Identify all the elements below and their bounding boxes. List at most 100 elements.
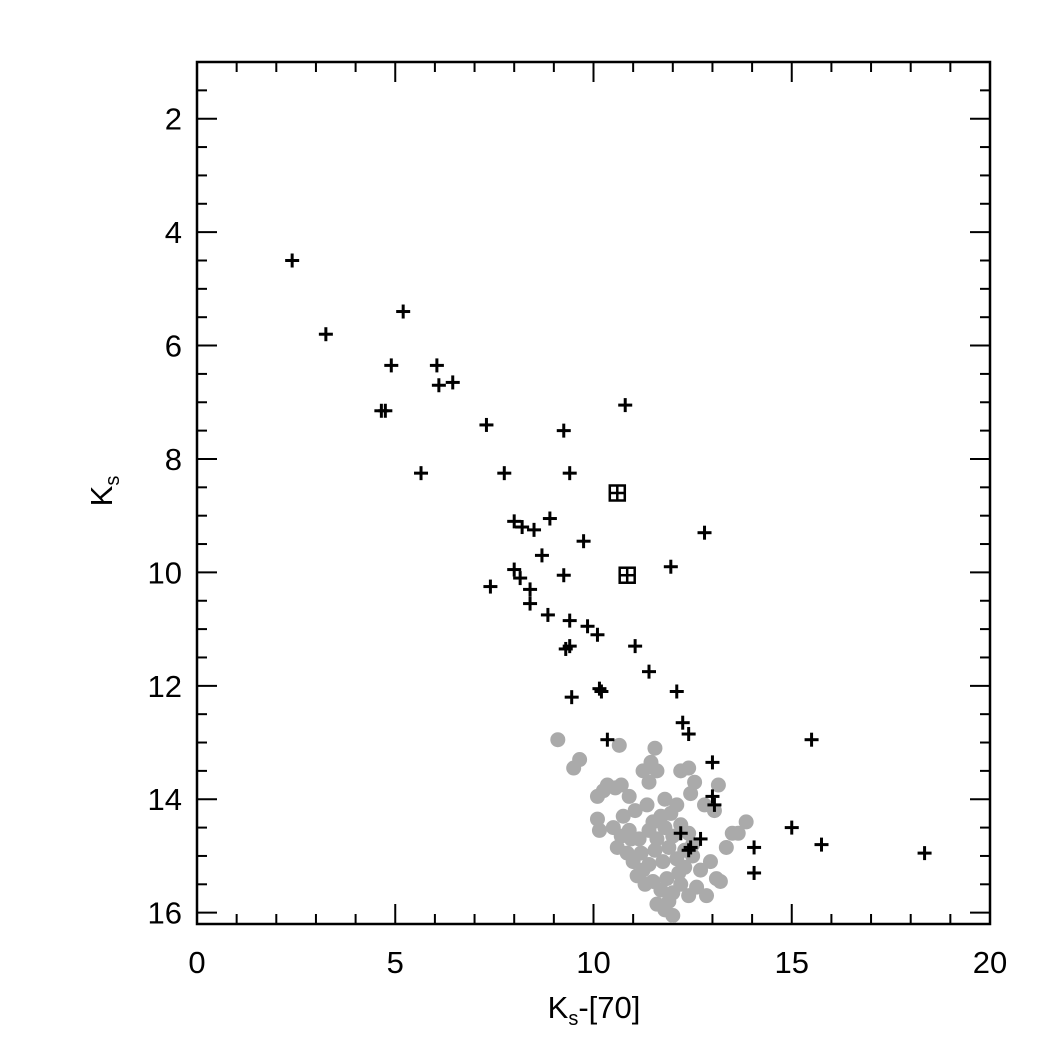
plus-marker: [556, 423, 571, 438]
boxplus-series: [608, 484, 636, 584]
plus-marker: [594, 684, 609, 699]
gray-dot: [627, 803, 643, 819]
plus-marker: [580, 619, 595, 634]
gray-dot: [657, 791, 673, 807]
gray-dot: [589, 811, 605, 827]
gray-dot: [718, 839, 734, 855]
plus-marker: [673, 826, 688, 841]
plus-marker: [590, 627, 605, 642]
axis-ticks: [196, 61, 991, 924]
gray-dot: [572, 752, 588, 768]
x-tick-label: 0: [188, 945, 205, 980]
plus-marker: [804, 732, 819, 747]
gray-dot: [683, 786, 699, 802]
gray-dot: [615, 808, 631, 824]
plus-marker: [542, 511, 557, 526]
plus-marker: [515, 520, 530, 535]
plus-marker: [429, 358, 444, 373]
x-tick-label: 15: [775, 945, 809, 980]
plus-marker: [497, 466, 512, 481]
y-tick-label: 12: [148, 669, 182, 704]
plus-marker: [600, 732, 615, 747]
plus-marker: [384, 358, 399, 373]
gray-dot: [693, 862, 709, 878]
gray-dot: [702, 854, 718, 870]
gray-dot: [655, 854, 671, 870]
y-tick-label: 8: [165, 442, 182, 477]
gray-dot: [621, 788, 637, 804]
plus-series: [285, 253, 932, 880]
plus-marker: [705, 755, 720, 770]
plus-marker: [576, 534, 591, 549]
gray-dot: [647, 842, 663, 858]
gray-dot: [689, 879, 705, 895]
plus-marker: [562, 639, 577, 654]
y-tick-label: 2: [165, 102, 182, 137]
plus-marker: [285, 253, 300, 268]
plus-marker: [513, 571, 528, 586]
plus-marker: [697, 525, 712, 540]
y-tick-label: 14: [148, 782, 182, 817]
gray-dot: [633, 845, 649, 861]
gray-dot: [730, 825, 746, 841]
plus-marker: [523, 596, 538, 611]
plus-marker: [707, 797, 722, 812]
plus-marker: [318, 327, 333, 342]
plus-marker: [540, 607, 555, 622]
y-tick-labels: 2 4 6 8 10 12 14 16: [148, 102, 182, 931]
gray-dot: [681, 825, 697, 841]
gray-dot: [699, 888, 715, 904]
y-axis-title: Ks: [84, 476, 124, 507]
x-tick-label: 20: [973, 945, 1007, 980]
gray-dot: [595, 783, 611, 799]
gray-dot: [653, 882, 669, 898]
plus-marker: [683, 840, 698, 855]
plus-marker: [747, 865, 762, 880]
plus-marker: [507, 514, 522, 529]
boxplus-marker: [608, 484, 627, 502]
gray-dot: [623, 831, 639, 847]
plus-marker: [374, 403, 389, 418]
x-axis-title: Ks-[70]: [548, 990, 641, 1030]
plus-marker: [507, 562, 522, 577]
y-tick-label: 16: [148, 896, 182, 931]
plus-marker: [681, 727, 696, 742]
gray-dot: [647, 740, 663, 756]
boxplus-marker: [618, 566, 636, 584]
gray-dot: [665, 907, 681, 923]
gray-dot: [659, 871, 675, 887]
plus-marker: [431, 378, 446, 393]
gray-dot: [649, 831, 665, 847]
plus-marker: [917, 846, 932, 861]
plus-marker: [527, 522, 542, 537]
gray-dot: [661, 893, 677, 909]
x-tick-label: 10: [576, 945, 610, 980]
plus-marker: [396, 304, 411, 319]
plus-marker: [642, 664, 657, 679]
gray-dot: [635, 862, 651, 878]
plus-marker: [534, 548, 549, 563]
plus-marker: [523, 582, 538, 597]
plus-marker: [414, 466, 429, 481]
gray-dot: [738, 814, 754, 830]
plus-marker: [705, 789, 720, 804]
plus-marker: [747, 840, 762, 855]
plus-marker: [669, 684, 684, 699]
plus-marker: [556, 568, 571, 583]
plus-marker: [479, 417, 494, 432]
gray-dot: [671, 865, 687, 881]
gray-dot: [712, 873, 728, 889]
plus-marker: [681, 843, 696, 858]
gray-dot: [645, 814, 661, 830]
plus-marker: [618, 398, 633, 413]
gray-dot: [681, 760, 697, 776]
plus-marker: [445, 375, 460, 390]
gray-dot: [611, 737, 627, 753]
plus-marker: [562, 466, 577, 481]
gray-dot-series: [550, 732, 754, 923]
plus-marker: [784, 820, 799, 835]
plus-marker: [663, 559, 678, 574]
gray-dot: [591, 822, 607, 838]
y-tick-label: 6: [165, 329, 182, 364]
